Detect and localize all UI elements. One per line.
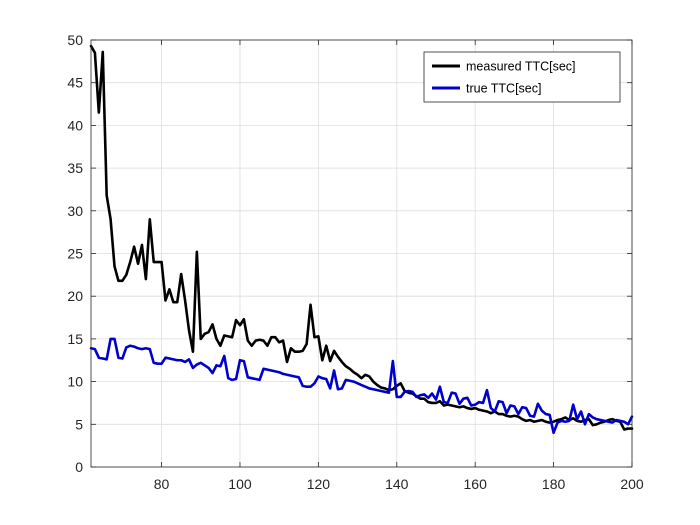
axis-ticks: 80 100 120 140 160 180 200 0 5 10 15 20 25 30 35 40 45 50: [67, 32, 643, 492]
y-tick-label: 40: [67, 117, 83, 133]
legend-box: [423, 51, 621, 103]
legend-label-0: measured TTC[sec]: [466, 60, 576, 74]
y-tick-label: 10: [67, 374, 83, 390]
y-tick-label: 15: [67, 331, 83, 347]
series-line-0: [89, 44, 634, 431]
y-tick-label: 5: [75, 416, 83, 432]
x-tick-label: 200: [620, 476, 644, 492]
y-tick-label: 45: [67, 75, 83, 91]
legend-label-1: true TTC[sec]: [466, 82, 541, 96]
y-tick-label: 30: [67, 203, 83, 219]
x-tick-label: 100: [228, 476, 252, 492]
series-line-1: [89, 337, 634, 435]
x-tick-label: 120: [307, 476, 331, 492]
x-tick-label: 80: [154, 476, 170, 492]
y-tick-label: 35: [67, 160, 83, 176]
y-tick-label: 20: [67, 288, 83, 304]
x-tick-label: 180: [542, 476, 566, 492]
y-tick-label: 0: [75, 459, 83, 475]
x-tick-label: 160: [464, 476, 488, 492]
legend: measured TTC[sec] true TTC[sec]: [423, 51, 621, 103]
x-tick-label: 140: [385, 476, 409, 492]
y-tick-label: 50: [67, 32, 83, 48]
y-tick-label: 25: [67, 246, 83, 262]
series-lines: [89, 44, 634, 435]
